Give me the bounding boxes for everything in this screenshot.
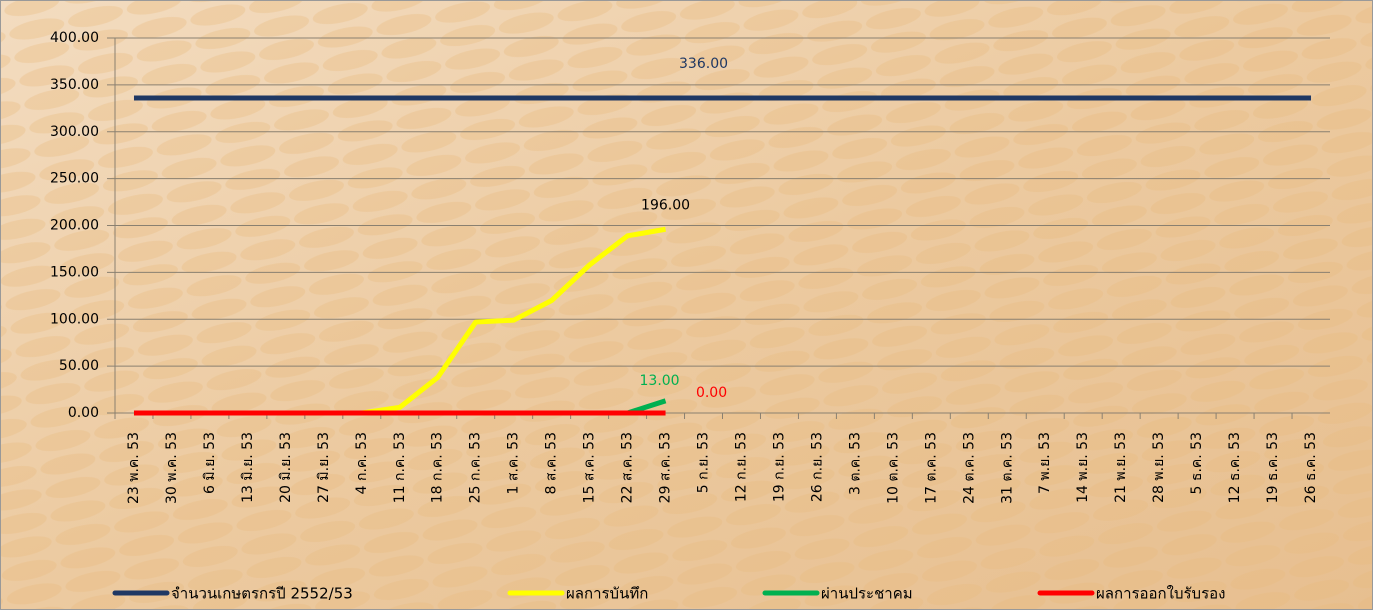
x-tick-label: 10 ต.ค. 53 xyxy=(885,432,901,504)
y-tick-label: 400.00 xyxy=(50,30,99,46)
x-tick-label: 31 ต.ค. 53 xyxy=(999,432,1015,504)
x-tick-label: 8 ส.ค. 53 xyxy=(544,432,560,494)
data-label: 196.00 xyxy=(641,197,690,213)
x-tick-label: 12 ธ.ค. 53 xyxy=(1227,432,1243,503)
x-tick-label: 11 ก.ค. 53 xyxy=(392,432,408,503)
legend-label: จำนวนเกษตรกรปี 2552/53 xyxy=(171,585,353,603)
x-tick-label: 29 ส.ค. 53 xyxy=(658,432,674,503)
x-tick-label: 20 มิ.ย. 53 xyxy=(278,432,294,503)
x-tick-label: 14 พ.ย. 53 xyxy=(1075,432,1091,503)
y-tick-label: 350.00 xyxy=(50,77,99,93)
x-tick-label: 27 มิ.ย. 53 xyxy=(316,432,332,503)
y-tick-label: 50.00 xyxy=(59,358,99,374)
x-tick-label: 19 ก.ย. 53 xyxy=(771,432,787,502)
y-tick-label: 300.00 xyxy=(50,124,99,140)
x-tick-label: 7 พ.ย. 53 xyxy=(1037,432,1053,494)
x-tick-label: 23 พ.ค. 53 xyxy=(126,432,142,504)
data-label: 0.00 xyxy=(696,385,727,401)
x-tick-label: 5 ธ.ค. 53 xyxy=(1189,432,1205,494)
x-tick-label: 6 มิ.ย. 53 xyxy=(202,432,218,494)
x-tick-label: 24 ต.ค. 53 xyxy=(961,432,977,504)
x-tick-label: 26 ธ.ค. 53 xyxy=(1303,432,1319,503)
x-tick-label: 21 พ.ย. 53 xyxy=(1113,432,1129,503)
legend-label: ผ่านประชาคม xyxy=(821,585,913,603)
y-tick-label: 100.00 xyxy=(50,311,99,327)
x-tick-label: 18 ก.ค. 53 xyxy=(430,432,446,503)
x-tick-label: 4 ก.ค. 53 xyxy=(354,432,370,494)
x-tick-label: 3 ต.ค. 53 xyxy=(847,432,863,495)
y-tick-label: 0.00 xyxy=(68,405,99,421)
x-tick-label: 26 ก.ย. 53 xyxy=(809,432,825,502)
legend-label: ผลการออกใบรับรอง xyxy=(1096,585,1225,603)
x-tick-label: 22 ส.ค. 53 xyxy=(620,432,636,503)
legend-label: ผลการบันทึก xyxy=(566,585,648,603)
x-tick-label: 13 มิ.ย. 53 xyxy=(240,432,256,503)
x-tick-label: 30 พ.ค. 53 xyxy=(164,432,180,504)
x-tick-label: 12 ก.ย. 53 xyxy=(733,432,749,502)
x-tick-label: 1 ส.ค. 53 xyxy=(506,432,522,494)
x-tick-label: 28 พ.ย. 53 xyxy=(1151,432,1167,503)
y-tick-label: 250.00 xyxy=(50,171,99,187)
y-tick-label: 150.00 xyxy=(50,264,99,280)
data-label: 13.00 xyxy=(640,373,680,389)
data-label: 336.00 xyxy=(679,56,728,72)
x-tick-label: 17 ต.ค. 53 xyxy=(923,432,939,504)
x-tick-label: 15 ส.ค. 53 xyxy=(582,432,598,503)
x-tick-label: 25 ก.ค. 53 xyxy=(468,432,484,503)
y-tick-label: 200.00 xyxy=(50,218,99,234)
x-tick-label: 19 ธ.ค. 53 xyxy=(1265,432,1281,503)
x-tick-label: 5 ก.ย. 53 xyxy=(696,432,712,493)
